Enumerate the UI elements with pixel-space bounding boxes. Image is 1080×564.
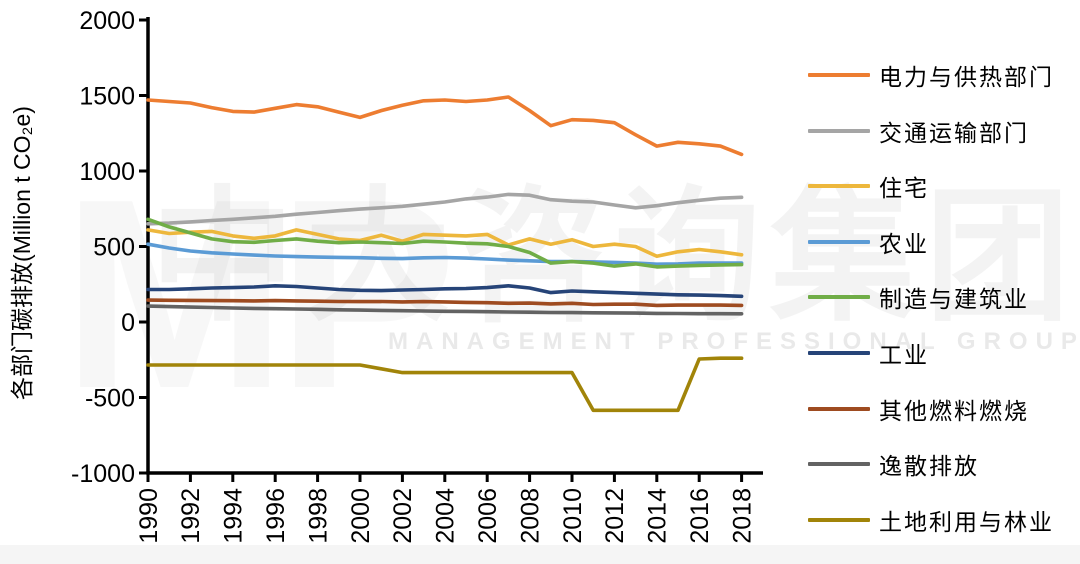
y-axis-tick-label: -1000 [71,460,135,488]
y-axis-title: 各部门碳排放(Million t CO₂e) [9,106,35,400]
legend-swatch-line [808,295,870,300]
series-line-7 [146,298,744,308]
legend-item-1: 电力与供热部门 [808,62,1054,90]
legend-item-7: 其他燃料燃烧 [808,396,1029,424]
y-axis-tick-label: -500 [85,384,135,412]
legend-label: 其他燃料燃烧 [879,397,1029,424]
x-axis-tick-label: 1992 [177,488,205,544]
y-axis-tick-label: 1000 [79,158,135,186]
x-axis-tick-label: 1996 [262,488,290,544]
legend-item-6: 工业 [808,340,929,368]
series-line-8 [146,304,744,316]
x-axis-tick-label: 1994 [220,488,248,544]
legend-label: 制造与建筑业 [879,286,1029,313]
watermark-bottom-strip [0,545,1080,564]
x-axis-tick-label: 2008 [516,488,544,544]
series-line-1 [146,95,744,157]
y-axis-tick-label: 2000 [79,7,135,35]
legend-swatch-line [808,517,870,522]
legend-item-2: 交通运输部门 [808,118,1029,146]
legend-swatch-line [808,73,870,77]
legend-label: 农业 [879,230,929,257]
x-axis-tick-label: 1990 [135,488,163,544]
legend-label: 土地利用与林业 [879,508,1054,535]
watermark-company-name-en: MANAGEMENT PROFESSIONAL GROUP [388,328,1080,355]
legend-swatch-line [808,462,870,467]
legend-label: 住宅 [879,175,929,202]
legend-label: 交通运输部门 [879,119,1029,146]
x-axis-tick-label: 2014 [644,488,672,544]
legend-swatch-line [808,406,870,411]
x-axis-tick-label: 2012 [601,488,629,544]
legend-label: 电力与供热部门 [879,64,1054,90]
legend-item-8: 逸散排放 [808,451,979,479]
x-axis-tick-label: 2016 [686,488,714,544]
x-axis-tick-label: 1998 [304,488,332,544]
x-axis-tick-label: 2018 [728,488,756,544]
y-axis-tick-label: 1500 [79,82,135,110]
y-axis-tick-label: 0 [121,309,135,337]
legend-swatch-line [808,184,870,189]
watermark-mp-monogram: MP [62,160,457,430]
legend-label: 工业 [879,342,929,368]
chart-legend: 电力与供热部门 交通运输部门 住宅农业制造与建筑业 工业其他燃料燃烧 逸散排放土地利用与… [808,0,1080,564]
x-axis-tick-label: 2000 [347,488,375,544]
x-axis-tick-label: 2004 [432,488,460,544]
x-axis-tick-label: 2002 [389,488,417,544]
legend-swatch-line [808,351,870,355]
y-axis-tick-label: 500 [93,233,135,261]
series-line-2 [146,192,744,226]
x-axis-tick-label: 2006 [474,488,502,544]
legend-label: 逸散排放 [879,453,979,480]
legend-swatch-line [808,239,870,244]
series-line-9 [146,356,744,413]
legend-item-5: 制造与建筑业 [808,284,1029,312]
series-line-6 [146,283,744,299]
legend-item-3: 住宅 [808,173,929,201]
x-axis-tick-label: 2010 [559,488,587,544]
series-line-5 [146,217,744,269]
series-line-3 [146,228,744,259]
legend-item-9: 土地利用与林业 [808,507,1054,535]
legend-item-4: 农业 [808,229,929,257]
legend-swatch-line [808,128,870,133]
